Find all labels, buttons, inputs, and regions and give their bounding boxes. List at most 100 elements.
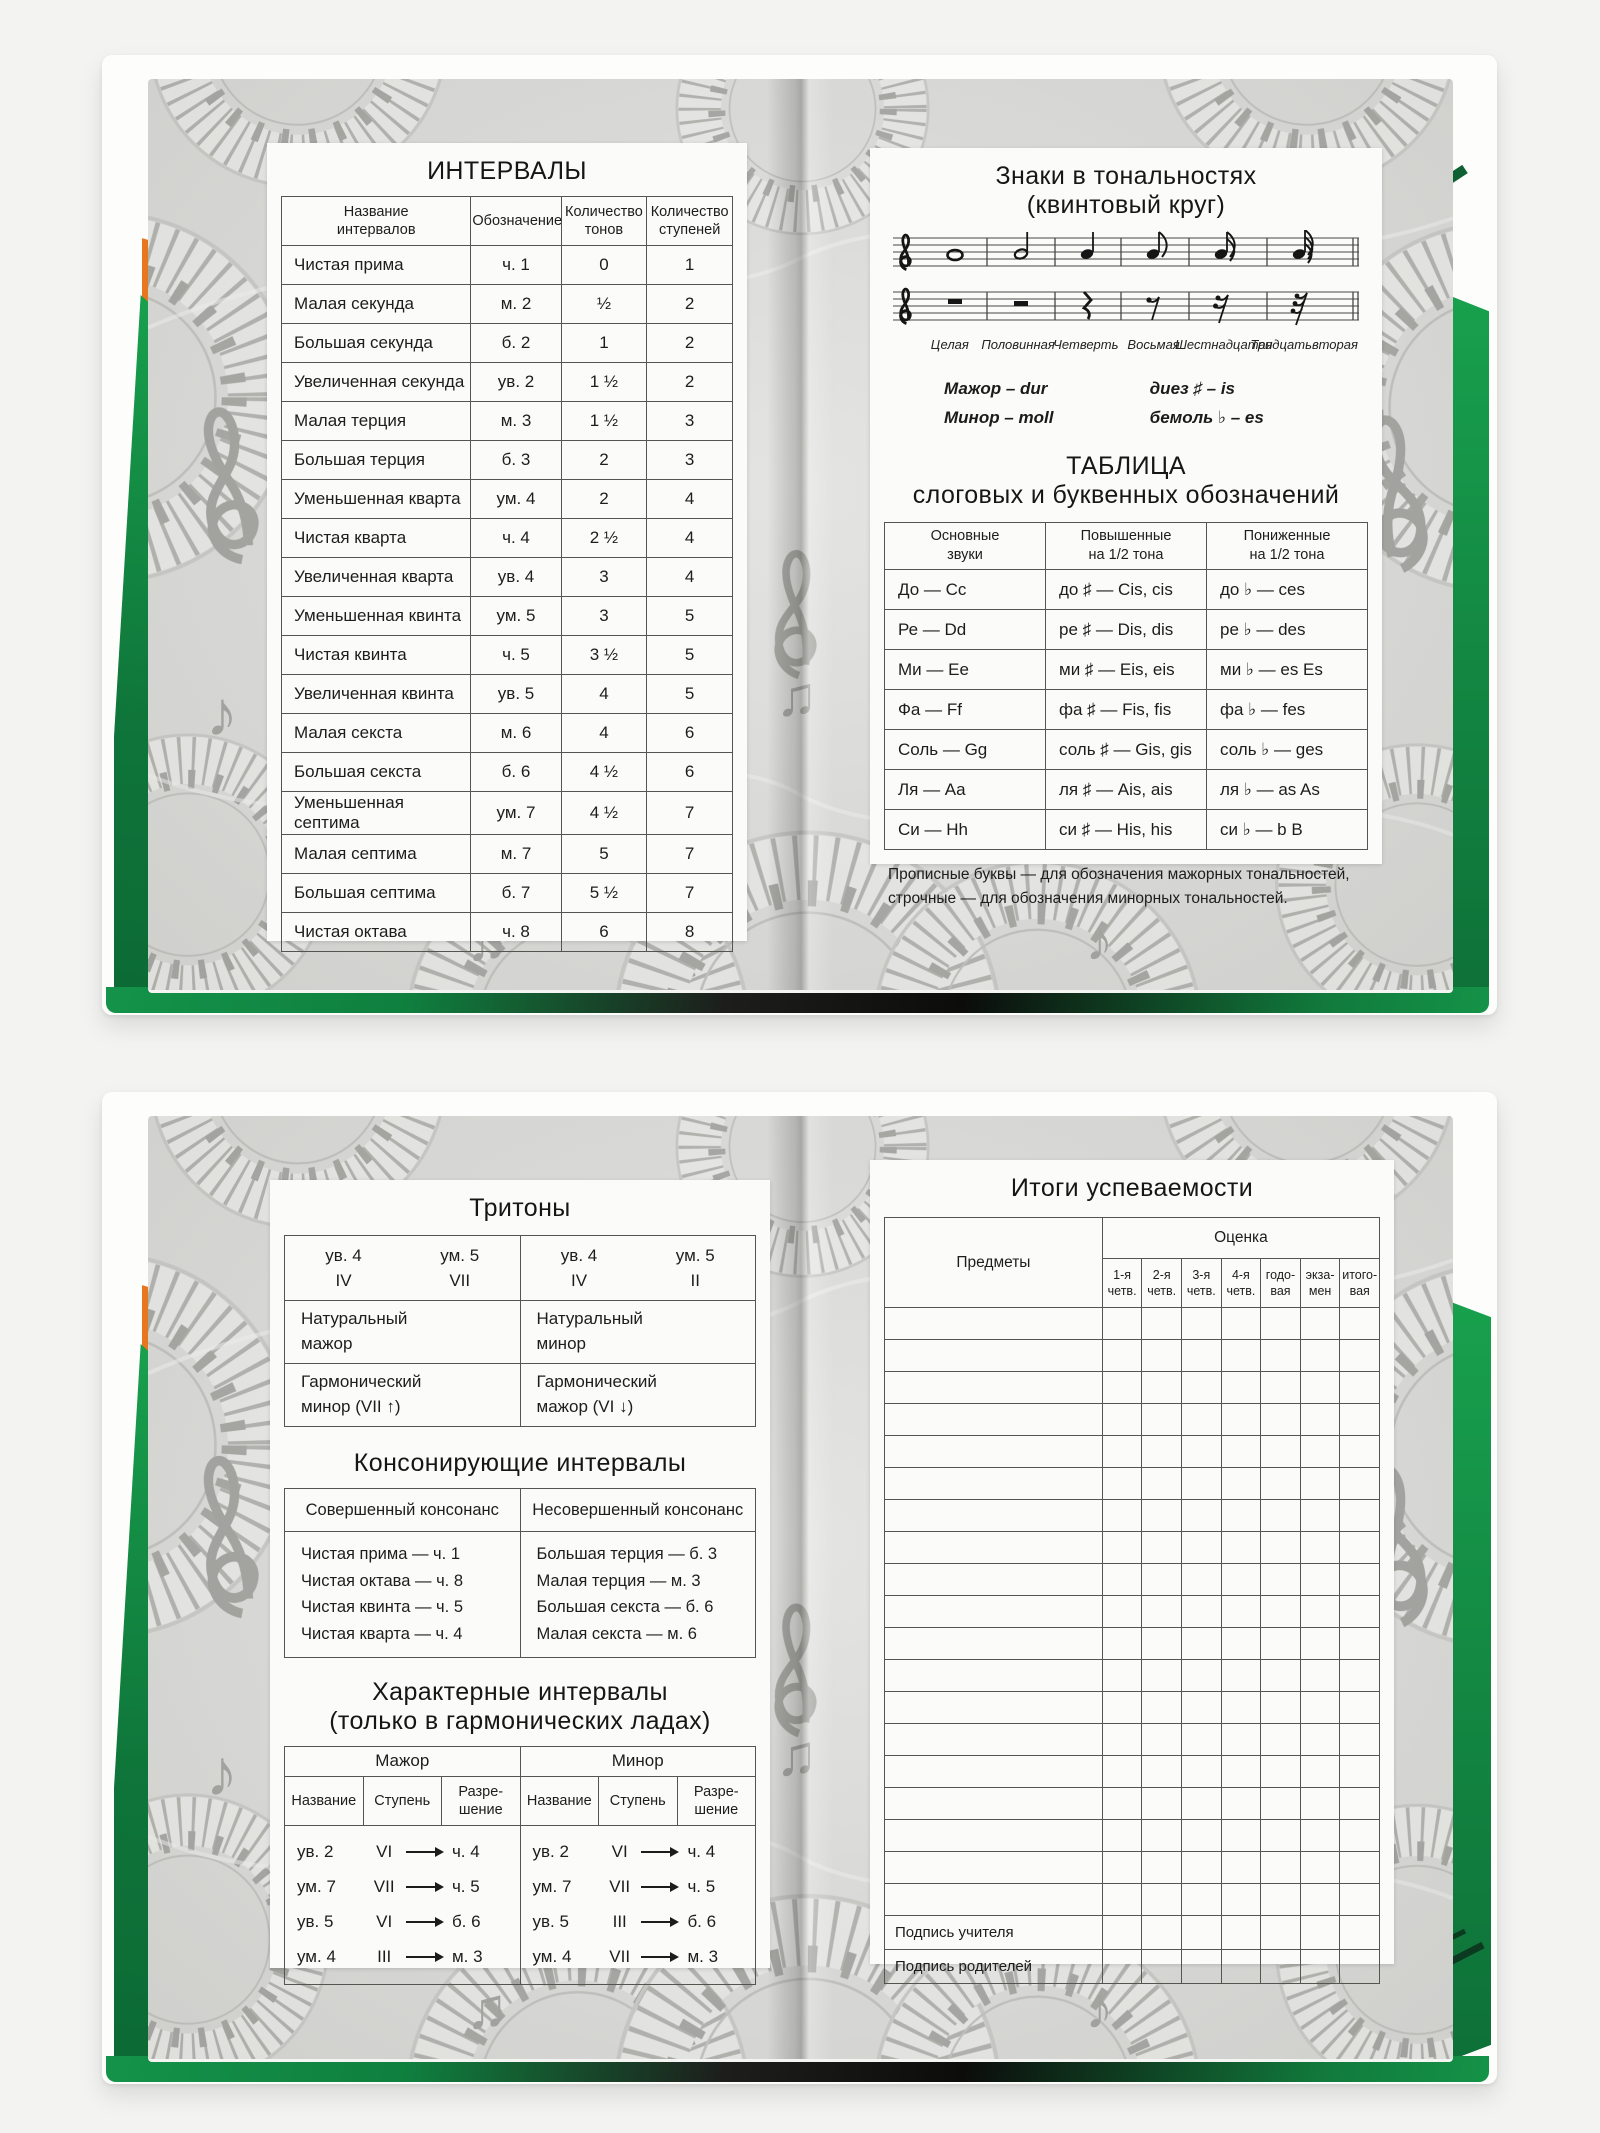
column-header: Разре- шение — [676, 1775, 756, 1826]
arrow-right-icon — [641, 1916, 680, 1927]
grade-cell — [1141, 1691, 1182, 1724]
grade-empty-row — [884, 1755, 1380, 1788]
grade-cell — [1339, 1403, 1380, 1436]
grade-cell — [1260, 1723, 1301, 1756]
table-row: До — Cc до ♯ — Cis, cis до ♭ — ces — [884, 569, 1368, 610]
table-cell: Увеличенная кварта — [280, 557, 472, 597]
table-header-row: ув. 4 IV ум. 5 VII — [284, 1235, 756, 1301]
table-cell: ми ♭ — es Es — [1206, 649, 1368, 690]
table-cell: 7 — [646, 834, 733, 874]
grade-cell — [1299, 1403, 1341, 1436]
grade-cell — [1220, 1467, 1262, 1500]
column-header: Название — [284, 1775, 364, 1826]
table-cell: 2 ½ — [560, 518, 648, 558]
grade-cell — [1339, 1723, 1380, 1756]
column-header: Ступень — [362, 1775, 442, 1826]
duration-label: Шестнадцатая — [1174, 337, 1273, 352]
grade-cell — [1101, 1755, 1143, 1788]
note-durations-staves — [893, 229, 1359, 326]
column-header: Название — [519, 1775, 599, 1826]
degree: VII — [449, 1271, 471, 1290]
table-cell: 3 ½ — [560, 635, 648, 675]
grade-cell — [884, 1659, 1103, 1692]
grade-group-header: Оценка — [1101, 1217, 1381, 1259]
grade-cell — [1181, 1467, 1222, 1500]
grade-cell — [1101, 1627, 1143, 1660]
grade-cell — [1220, 1723, 1262, 1756]
grade-cell — [884, 1851, 1103, 1884]
grade-cell — [1141, 1403, 1182, 1436]
legend-minor: Минор – moll — [944, 408, 1054, 427]
interval-degree-pair: ум. 5 II — [676, 1243, 715, 1294]
table-cell: До — Cc — [884, 569, 1046, 610]
table-cell: Чистая прима — ч. 1 Чистая октава — ч. 8 Ч… — [284, 1531, 521, 1658]
column-header: Основные звуки — [884, 522, 1046, 570]
table-cell: Уменьшенная септима — [280, 791, 472, 835]
table-cell: Чистая квинта — [280, 635, 472, 675]
signature-label: Подпись учителя — [884, 1915, 1103, 1950]
grade-cell — [1101, 1883, 1143, 1916]
grade-cell — [1260, 1691, 1301, 1724]
grade-cell — [1181, 1531, 1222, 1564]
column-header: Название интервалов — [280, 196, 472, 246]
grade-cell — [1299, 1691, 1341, 1724]
grade-cell — [1181, 1949, 1222, 1984]
grade-cell — [1141, 1819, 1182, 1852]
grade-empty-row — [884, 1339, 1380, 1372]
column-header: Количество ступеней — [646, 196, 733, 246]
grade-cell — [1141, 1339, 1182, 1372]
grade-cell — [1181, 1307, 1222, 1340]
grade-cell — [1141, 1883, 1182, 1916]
table-cell: 4 — [560, 713, 648, 753]
characteristic-title: Характерные интервалы (только в гармонич… — [329, 1677, 711, 1735]
table-cell: 6 — [646, 752, 733, 792]
grade-cell — [884, 1819, 1103, 1852]
grade-cell — [1339, 1499, 1380, 1532]
duration-label: Четверть — [1053, 337, 1119, 352]
table-cell: Ля — Aa — [884, 769, 1046, 810]
table-cell: 4 — [646, 518, 733, 558]
resolution-line: ум. 4 III м. 3 — [297, 1947, 483, 1967]
grade-cell — [884, 1339, 1103, 1372]
table-cell: Большая секунда — [280, 323, 472, 363]
duration-label: Тридцатьвторая — [1250, 337, 1358, 352]
grade-cell — [1339, 1371, 1380, 1404]
grade-cell — [1260, 1949, 1301, 1984]
grade-cell — [1339, 1627, 1380, 1660]
table-cell: ми ♯ — Eis, eis — [1045, 649, 1207, 690]
group-header-row: Мажор Минор — [284, 1745, 756, 1777]
grade-cell — [1220, 1819, 1262, 1852]
grade-cell — [1141, 1435, 1182, 1468]
grade-cell — [1141, 1307, 1182, 1340]
subjects-column-header: Предметы — [884, 1217, 1103, 1308]
grade-cell — [1101, 1851, 1143, 1884]
tritones-title: Тритоны — [469, 1194, 571, 1222]
grade-cell — [884, 1435, 1103, 1468]
grade-cell — [1299, 1595, 1341, 1628]
grade-cell — [1260, 1467, 1301, 1500]
period-header: 2-я четв. — [1141, 1258, 1182, 1308]
column-header: Несовершенный консонанс — [519, 1488, 756, 1532]
grade-cell — [1260, 1915, 1301, 1950]
grade-cell — [1220, 1755, 1262, 1788]
grade-cell — [1299, 1949, 1341, 1984]
grade-cell — [884, 1691, 1103, 1724]
grade-cell — [1181, 1403, 1222, 1436]
grade-cell — [1101, 1339, 1143, 1372]
grade-cell — [1181, 1883, 1222, 1916]
table-cell: ре ♭ — des — [1206, 609, 1368, 650]
table-cell: б. 7 — [470, 873, 562, 913]
footnote: Прописные буквы — для обозначения мажорн… — [888, 866, 1350, 908]
table-cell: до ♯ — Cis, cis — [1045, 569, 1207, 610]
list-line: Чистая квинта — ч. 5 — [301, 1598, 464, 1617]
duration-labels: Целая Половинная Четверть Восьмая Шестна… — [884, 337, 1368, 357]
grade-cell — [1181, 1339, 1222, 1372]
group-header: Минор — [519, 1745, 756, 1777]
